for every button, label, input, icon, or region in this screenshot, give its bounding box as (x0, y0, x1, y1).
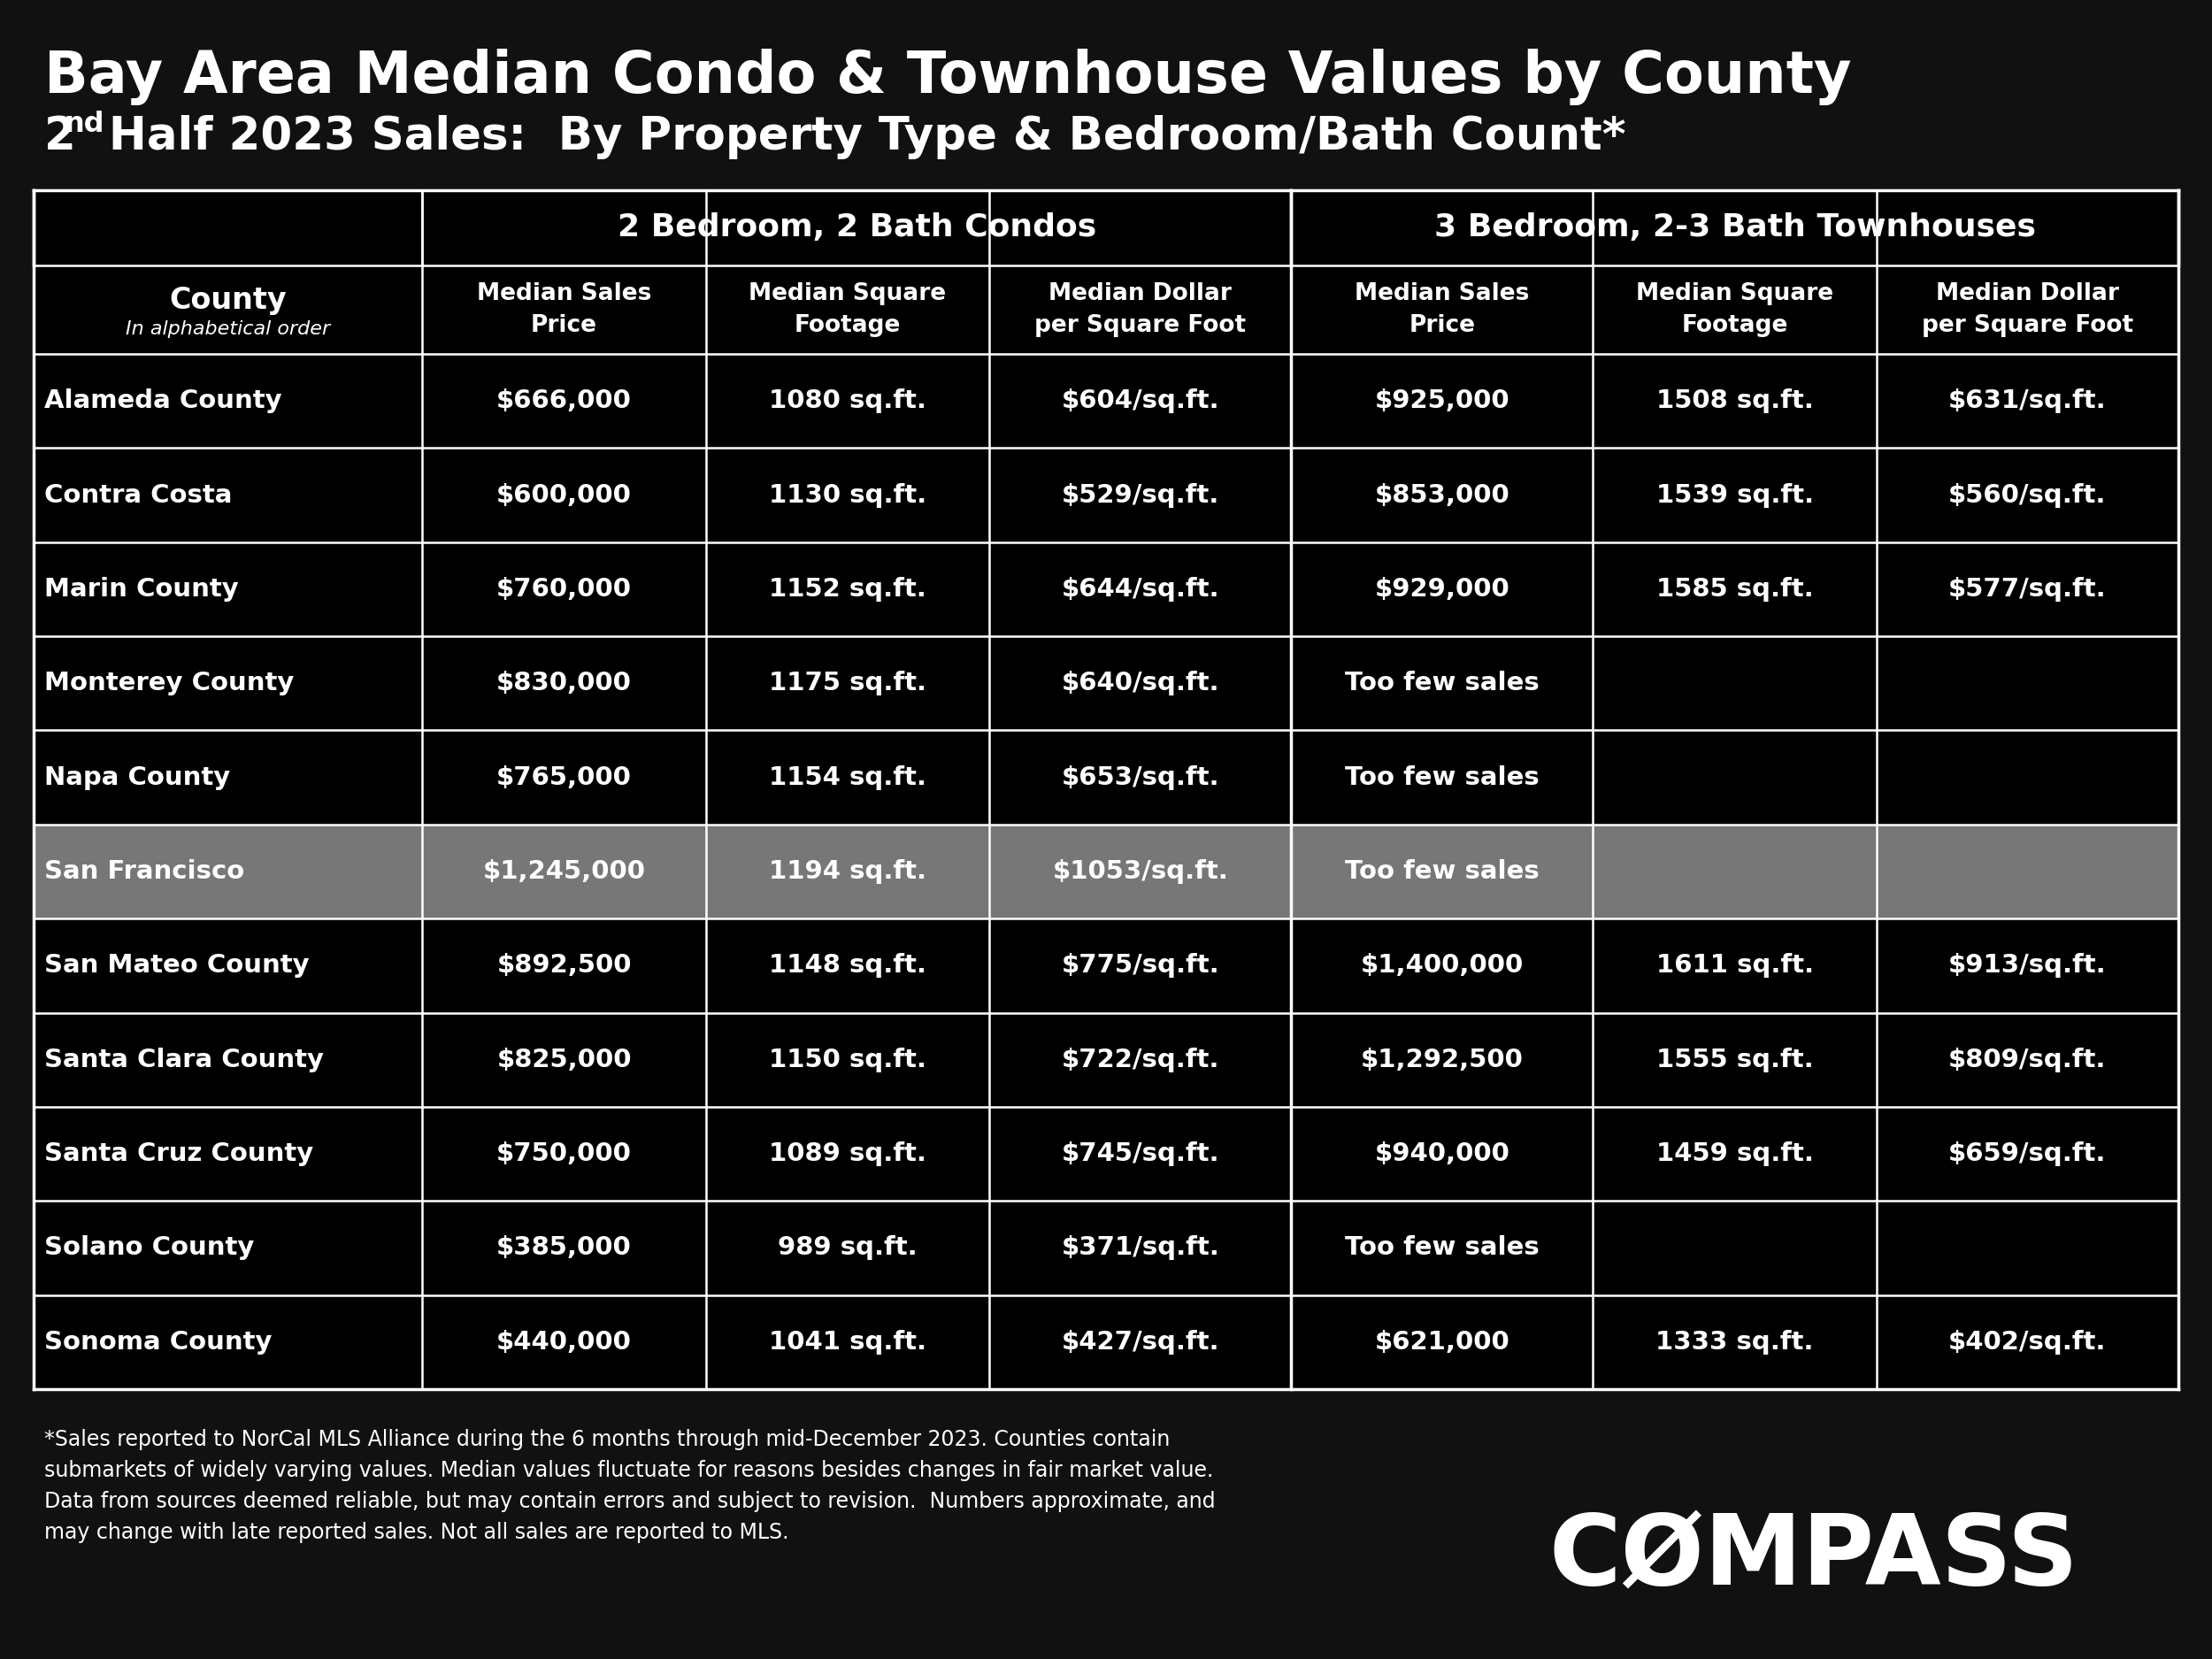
Text: $402/sq.ft.: $402/sq.ft. (1949, 1331, 2106, 1354)
Text: San Mateo County: San Mateo County (44, 954, 310, 979)
Text: $560/sq.ft.: $560/sq.ft. (1949, 483, 2106, 508)
Text: $427/sq.ft.: $427/sq.ft. (1062, 1331, 1219, 1354)
Bar (33, 191, 2179, 1389)
Text: Santa Clara County: Santa Clara County (44, 1047, 323, 1072)
Text: $371/sq.ft.: $371/sq.ft. (1062, 1236, 1219, 1261)
Text: $775/sq.ft.: $775/sq.ft. (1062, 954, 1219, 979)
Text: $600,000: $600,000 (495, 483, 633, 508)
Text: $913/sq.ft.: $913/sq.ft. (1949, 954, 2106, 979)
Text: 1194 sq.ft.: 1194 sq.ft. (770, 859, 927, 884)
Text: Half 2023 Sales:  By Property Type & Bedroom/Bath Count*: Half 2023 Sales: By Property Type & Bedr… (93, 114, 1626, 159)
Text: 1130 sq.ft.: 1130 sq.ft. (770, 483, 927, 508)
Text: $765,000: $765,000 (495, 765, 633, 790)
Bar (33, 825, 2179, 919)
Text: $577/sq.ft.: $577/sq.ft. (1949, 577, 2106, 602)
Text: $1053/sq.ft.: $1053/sq.ft. (1053, 859, 1228, 884)
Text: 1585 sq.ft.: 1585 sq.ft. (1657, 577, 1814, 602)
Text: $722/sq.ft.: $722/sq.ft. (1062, 1047, 1219, 1072)
Text: $925,000: $925,000 (1374, 388, 1509, 413)
Text: Contra Costa: Contra Costa (44, 483, 232, 508)
Text: Napa County: Napa County (44, 765, 230, 790)
Text: 1152 sq.ft.: 1152 sq.ft. (770, 577, 927, 602)
Text: 1539 sq.ft.: 1539 sq.ft. (1657, 483, 1814, 508)
Text: $529/sq.ft.: $529/sq.ft. (1062, 483, 1219, 508)
Text: 1555 sq.ft.: 1555 sq.ft. (1657, 1047, 1814, 1072)
Text: Median Dollar
per Square Foot: Median Dollar per Square Foot (1922, 282, 2132, 337)
Text: $659/sq.ft.: $659/sq.ft. (1949, 1141, 2106, 1166)
Text: $892,500: $892,500 (498, 954, 633, 979)
Text: 1611 sq.ft.: 1611 sq.ft. (1657, 954, 1814, 979)
Text: $940,000: $940,000 (1374, 1141, 1511, 1166)
Text: Median Sales
Price: Median Sales Price (478, 282, 650, 337)
Text: Monterey County: Monterey County (44, 670, 294, 695)
Text: $750,000: $750,000 (495, 1141, 633, 1166)
Text: $830,000: $830,000 (495, 670, 633, 695)
Text: Sonoma County: Sonoma County (44, 1331, 272, 1354)
Text: $666,000: $666,000 (495, 388, 633, 413)
Text: Too few sales: Too few sales (1345, 765, 1540, 790)
Text: County: County (170, 287, 288, 315)
Text: $604/sq.ft.: $604/sq.ft. (1062, 388, 1219, 413)
Text: In alphabetical order: In alphabetical order (126, 320, 330, 338)
Text: Median Sales
Price: Median Sales Price (1354, 282, 1528, 337)
Text: $440,000: $440,000 (495, 1331, 633, 1354)
Text: 1175 sq.ft.: 1175 sq.ft. (770, 670, 927, 695)
Text: San Francisco: San Francisco (44, 859, 243, 884)
Text: $631/sq.ft.: $631/sq.ft. (1949, 388, 2106, 413)
Text: 1333 sq.ft.: 1333 sq.ft. (1657, 1331, 1814, 1354)
Text: 1041 sq.ft.: 1041 sq.ft. (770, 1331, 927, 1354)
Text: 1148 sq.ft.: 1148 sq.ft. (770, 954, 927, 979)
Text: $385,000: $385,000 (495, 1236, 633, 1261)
Text: Alameda County: Alameda County (44, 388, 281, 413)
Text: $853,000: $853,000 (1374, 483, 1511, 508)
Text: may change with late reported sales. Not all sales are reported to MLS.: may change with late reported sales. Not… (44, 1521, 790, 1543)
Text: Data from sources deemed reliable, but may contain errors and subject to revisio: Data from sources deemed reliable, but m… (44, 1491, 1214, 1511)
Text: 2 Bedroom, 2 Bath Condos: 2 Bedroom, 2 Bath Condos (617, 212, 1097, 242)
Text: $1,400,000: $1,400,000 (1360, 954, 1524, 979)
Text: $1,245,000: $1,245,000 (482, 859, 646, 884)
Text: Median Square
Footage: Median Square Footage (1637, 282, 1834, 337)
Text: $745/sq.ft.: $745/sq.ft. (1062, 1141, 1219, 1166)
Text: 2: 2 (44, 114, 75, 159)
Text: $653/sq.ft.: $653/sq.ft. (1062, 765, 1219, 790)
Text: Marin County: Marin County (44, 577, 239, 602)
Text: Too few sales: Too few sales (1345, 859, 1540, 884)
Text: Bay Area Median Condo & Townhouse Values by County: Bay Area Median Condo & Townhouse Values… (44, 48, 1851, 105)
Text: 989 sq.ft.: 989 sq.ft. (779, 1236, 918, 1261)
Text: 1154 sq.ft.: 1154 sq.ft. (770, 765, 927, 790)
Text: $809/sq.ft.: $809/sq.ft. (1949, 1047, 2106, 1072)
Text: Too few sales: Too few sales (1345, 1236, 1540, 1261)
Text: $929,000: $929,000 (1374, 577, 1511, 602)
Text: Solano County: Solano County (44, 1236, 254, 1261)
Text: 1089 sq.ft.: 1089 sq.ft. (770, 1141, 927, 1166)
Text: 1508 sq.ft.: 1508 sq.ft. (1657, 388, 1814, 413)
Text: Santa Cruz County: Santa Cruz County (44, 1141, 314, 1166)
Text: $640/sq.ft.: $640/sq.ft. (1062, 670, 1219, 695)
Text: 1150 sq.ft.: 1150 sq.ft. (770, 1047, 927, 1072)
Text: $621,000: $621,000 (1374, 1331, 1511, 1354)
Text: 1459 sq.ft.: 1459 sq.ft. (1657, 1141, 1814, 1166)
Text: submarkets of widely varying values. Median values fluctuate for reasons besides: submarkets of widely varying values. Med… (44, 1460, 1214, 1481)
Text: Median Square
Footage: Median Square Footage (750, 282, 947, 337)
Text: Median Dollar
per Square Foot: Median Dollar per Square Foot (1035, 282, 1245, 337)
Text: 1080 sq.ft.: 1080 sq.ft. (770, 388, 927, 413)
Text: $760,000: $760,000 (495, 577, 633, 602)
Text: 3 Bedroom, 2-3 Bath Townhouses: 3 Bedroom, 2-3 Bath Townhouses (1433, 212, 2035, 242)
Text: *Sales reported to NorCal MLS Alliance during the 6 months through mid-December : *Sales reported to NorCal MLS Alliance d… (44, 1428, 1170, 1450)
Text: $825,000: $825,000 (498, 1047, 633, 1072)
Text: $644/sq.ft.: $644/sq.ft. (1062, 577, 1219, 602)
Text: CØMPASS: CØMPASS (1548, 1510, 2079, 1604)
Text: nd: nd (64, 111, 104, 138)
Text: Too few sales: Too few sales (1345, 670, 1540, 695)
Text: $1,292,500: $1,292,500 (1360, 1047, 1524, 1072)
